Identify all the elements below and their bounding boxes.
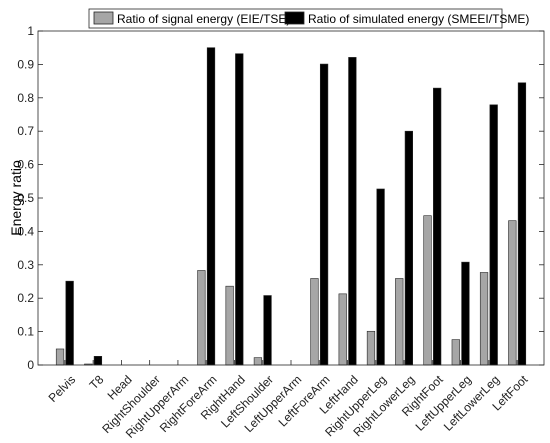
- bar-signal-RightUpperLeg: [366, 330, 376, 366]
- y-tick-label: 0.5: [17, 191, 34, 205]
- legend-swatch-simulated-energy: [284, 11, 305, 25]
- bar-signal-RightHand: [225, 285, 234, 366]
- y-tick-label: 0.3: [17, 258, 34, 272]
- y-axis-label: Energy ratio: [8, 160, 24, 236]
- bar-simulated-RightLowerLeg: [404, 130, 414, 366]
- bar-simulated-Pelvis: [65, 280, 74, 366]
- y-tick-label: 1: [27, 24, 34, 38]
- y-tick-label: 0.2: [17, 291, 34, 305]
- bar-signal-LeftLowerLeg: [479, 272, 489, 366]
- y-tick-label: 0.9: [17, 57, 34, 71]
- bar-simulated-RightUpperLeg: [376, 188, 385, 366]
- bar-signal-RightFoot: [423, 215, 432, 366]
- bar-signal-RightLowerLeg: [395, 278, 404, 366]
- bar-simulated-LeftForeArm: [319, 63, 329, 366]
- legend-label-signal-energy: Ratio of signal energy (EIE/TSE): [117, 12, 290, 26]
- bar-simulated-LeftUpperLeg: [461, 261, 470, 366]
- bar-signal-LeftUpperLeg: [451, 339, 460, 366]
- legend-swatch-signal-energy: [93, 11, 114, 25]
- bar-signal-LeftForeArm: [310, 278, 319, 366]
- y-tick-label: 0.4: [17, 224, 34, 238]
- bar-simulated-RightForeArm: [206, 47, 216, 366]
- bar-signal-RightForeArm: [197, 270, 206, 366]
- legend-label-simulated-energy: Ratio of simulated energy (SMEEI/TSME): [308, 12, 529, 26]
- bar-simulated-LeftFoot: [517, 82, 527, 366]
- y-tick-label: 0.8: [17, 91, 34, 105]
- bar-simulated-T8: [93, 356, 103, 366]
- bar-signal-Pelvis: [55, 348, 65, 366]
- bar-simulated-LeftLowerLeg: [489, 104, 498, 366]
- y-tick-label: 0: [27, 358, 34, 372]
- bar-simulated-RightFoot: [433, 87, 442, 366]
- y-tick-label: 0.7: [17, 124, 34, 138]
- bar-simulated-RightHand: [235, 53, 244, 366]
- y-tick-label: 0.1: [17, 325, 34, 339]
- y-tick-label: 0.6: [17, 158, 34, 172]
- bar-simulated-LeftShoulder: [263, 295, 272, 366]
- bar-signal-LeftHand: [338, 293, 347, 366]
- legend: Ratio of signal energy (EIE/TSE) Ratio o…: [88, 8, 529, 29]
- bar-simulated-LeftHand: [348, 57, 357, 366]
- bar-signal-LeftShoulder: [253, 357, 263, 366]
- bar-signal-LeftFoot: [508, 220, 517, 366]
- y-axis: 0 0.1 0.2 0.3 0.4 0.5 0.6 0.7 0.8 0.9 1: [17, 24, 544, 372]
